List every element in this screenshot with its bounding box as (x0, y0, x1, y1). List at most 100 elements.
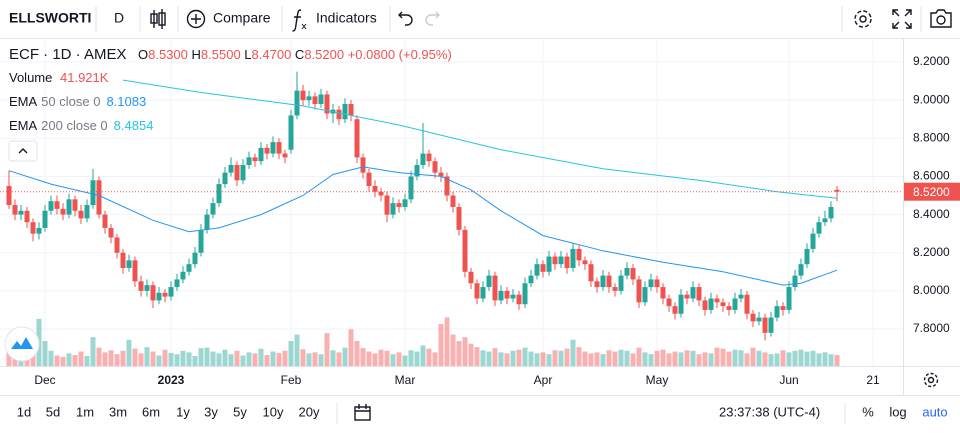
candle-body (492, 275, 498, 301)
volume-bar (630, 353, 636, 366)
candle-body (828, 206, 834, 219)
candle-body (462, 229, 468, 272)
candle-body (588, 264, 594, 282)
candle-body (726, 306, 732, 310)
log-button[interactable]: log (889, 404, 906, 419)
volume-bar (6, 349, 12, 366)
candle-body (780, 306, 786, 310)
volume-bar (288, 341, 294, 366)
candle-body (714, 298, 720, 303)
icon-part (930, 9, 952, 28)
snapshot-button[interactable] (930, 9, 952, 28)
candle-body (204, 214, 210, 230)
range-button[interactable]: 1d (17, 404, 31, 419)
candle-body (216, 184, 222, 204)
candle-body (42, 210, 48, 228)
indicator-layer (0, 79, 903, 286)
range-button[interactable]: 1m (76, 404, 94, 419)
range-button[interactable]: 5d (46, 404, 60, 419)
redo-button[interactable] (425, 11, 440, 26)
candle-body (408, 176, 414, 200)
candle-body (660, 287, 666, 299)
undo-button[interactable] (398, 11, 413, 26)
fullscreen-button[interactable] (892, 9, 912, 29)
volume-bar (126, 339, 132, 366)
candle-body (210, 203, 216, 215)
icon-part (923, 372, 939, 388)
candle-body (510, 294, 516, 299)
candle-body (810, 233, 816, 249)
logo-circle (4, 326, 40, 362)
chart-style-button[interactable] (150, 9, 166, 29)
range-button[interactable]: 20y (299, 404, 320, 419)
legend-key: H (192, 47, 201, 62)
candle-body (720, 302, 726, 307)
volume-bar (174, 354, 180, 366)
range-button[interactable]: 3y (204, 404, 218, 419)
percent-button[interactable]: % (862, 404, 874, 419)
candle-body (690, 287, 696, 299)
candle-body (276, 142, 282, 154)
icon-part (936, 15, 946, 25)
range-button[interactable]: 1y (176, 404, 190, 419)
candle-body (324, 94, 330, 114)
compare-label: Compare (213, 10, 271, 26)
volume-bar (474, 347, 480, 366)
candle-body (696, 287, 702, 301)
volume-bar (312, 352, 318, 366)
volume-bar (702, 352, 708, 366)
logo[interactable] (4, 326, 40, 362)
icon-part (150, 13, 158, 24)
candle-body (96, 180, 102, 215)
volume-bar (438, 324, 444, 366)
volume-bar (114, 354, 120, 366)
legend-value: 8.5300 (148, 47, 188, 62)
candle-body (222, 172, 228, 185)
volume-bar (120, 350, 126, 366)
settings-button[interactable] (854, 10, 872, 28)
volume-bar (612, 351, 618, 366)
date-range-button[interactable] (354, 404, 371, 421)
auto-button[interactable]: auto (922, 404, 947, 419)
collapse-legend-button[interactable] (8, 140, 38, 162)
candle-body (288, 115, 294, 150)
range-button[interactable]: 5y (233, 404, 247, 419)
candle-body (834, 189, 840, 192)
volume-bar (426, 348, 432, 366)
symbol-search[interactable]: ELLSWORTI (9, 10, 91, 26)
candle-body (156, 292, 162, 301)
icon-part (301, 23, 307, 30)
candle-body (600, 275, 606, 288)
candle-body (120, 252, 126, 268)
volume-bar (228, 354, 234, 366)
volume-bar (432, 352, 438, 366)
indicators-button[interactable]: Indicators (292, 9, 377, 32)
candle-body (402, 199, 408, 207)
ema-legend-row: EMA 200 close 0 8.4854 (9, 118, 153, 133)
candle-body (192, 252, 198, 265)
axis-settings-button[interactable] (923, 372, 939, 388)
candle-body (138, 281, 144, 291)
range-button[interactable]: 10y (263, 404, 284, 419)
candle-body (450, 195, 456, 207)
volume-bar (582, 351, 588, 366)
volume-legend: Volume 41.921K (9, 70, 109, 85)
volume-bar (504, 353, 510, 366)
volume-bar (486, 351, 492, 366)
candle-body (306, 96, 312, 101)
interval-button[interactable]: D (114, 10, 124, 26)
candle-body (594, 281, 600, 288)
candle-body (372, 185, 378, 192)
compare-button[interactable]: Compare (186, 10, 271, 29)
volume-bar (264, 354, 270, 366)
ema-legend: EMA 50 close 0 8.1083 EMA 200 close 0 8.4854 (9, 94, 153, 133)
range-button[interactable]: 3m (109, 404, 127, 419)
candle-body (756, 317, 762, 322)
range-button[interactable]: 6m (142, 404, 160, 419)
volume-bar (684, 350, 690, 366)
candle-body (384, 195, 390, 215)
volume-bar (576, 347, 582, 366)
volume-bar (816, 353, 822, 366)
volume-bar (138, 353, 144, 366)
volume-bar (216, 353, 222, 366)
